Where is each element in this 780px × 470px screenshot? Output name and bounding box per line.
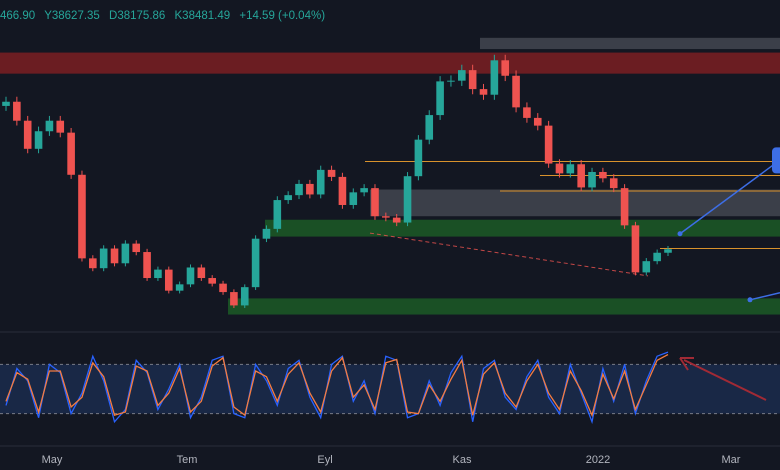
candle-body [154, 269, 162, 279]
ohlc-low: D38175.86 [109, 10, 166, 22]
x-tick-label: 2022 [586, 454, 610, 466]
candle-body [89, 258, 97, 269]
candle-body [306, 183, 314, 195]
candle-body [2, 101, 10, 106]
price-label-tag [772, 147, 780, 174]
candle-body [523, 107, 531, 118]
zone-support [265, 219, 780, 237]
candle-body [360, 188, 368, 193]
candle-body [273, 200, 282, 229]
candle-body [544, 125, 553, 164]
price-zones [0, 37, 780, 315]
candle-body [392, 217, 401, 223]
candlesticks [2, 54, 672, 308]
candle-body [143, 252, 151, 279]
arrow-head [679, 357, 694, 371]
candle-body [164, 269, 173, 291]
candle-body [251, 238, 260, 288]
candle-body [631, 225, 640, 273]
candle-body [67, 132, 75, 175]
candle-body [78, 174, 86, 259]
candle-body [295, 183, 303, 196]
candle-body [664, 249, 672, 253]
candle-body [240, 287, 249, 306]
candle-body [490, 60, 499, 95]
candle-body [588, 171, 596, 188]
candle-body [414, 139, 423, 177]
candle-body [458, 70, 466, 81]
candle-body [403, 176, 412, 223]
candle-body [316, 169, 325, 195]
lower-trendline [749, 292, 780, 301]
ohlc-high: Y38627.35 [44, 10, 100, 22]
candle-body [533, 117, 542, 126]
candle-body [121, 243, 130, 264]
x-tick-label: Tem [177, 454, 198, 466]
candle-body [13, 101, 21, 121]
candle-body [349, 192, 358, 205]
candle-body [34, 131, 43, 149]
candle-body [425, 115, 434, 140]
candle-body [599, 171, 607, 179]
candle-body [132, 243, 141, 253]
zone-support [228, 298, 780, 315]
trendline-anchor [677, 231, 683, 237]
candle-body [284, 195, 292, 201]
stoch-d-line [5, 354, 669, 418]
candle-body [436, 81, 444, 116]
candle-body [479, 89, 488, 95]
ohlc-readout: 466.90 Y38627.35 D38175.86 K38481.49 +14… [0, 10, 331, 22]
zone-neutral [370, 189, 780, 217]
zone-neutral [480, 37, 780, 50]
candle-body [512, 75, 520, 108]
candle-body [110, 248, 119, 264]
projection-trendline [679, 160, 779, 235]
stochastic-pane [0, 331, 780, 425]
candle-body [653, 252, 661, 262]
candle-body [577, 164, 585, 188]
candle-body [197, 267, 206, 279]
candle-body [208, 278, 216, 284]
x-tick-label: Eyl [317, 454, 332, 466]
candle-body [327, 169, 336, 177]
zone-resistance [0, 52, 780, 74]
ohlc-change: +14.59 (+0.04%) [239, 10, 326, 22]
candle-body [371, 188, 379, 217]
candle-body [468, 70, 477, 90]
candle-body [56, 120, 65, 133]
candle-body [555, 163, 564, 174]
candle-body [45, 120, 54, 132]
candle-body [23, 120, 32, 149]
candle-body [219, 283, 227, 293]
annotation-arrow [683, 359, 767, 401]
candle-body [609, 178, 618, 189]
candle-body [501, 60, 510, 76]
x-tick-label: Kas [453, 454, 472, 466]
time-axis: May Tem Eyl Kas 2022 Mar [0, 445, 780, 466]
candle-body [620, 188, 629, 226]
candle-body [642, 261, 651, 273]
stoch-band [0, 364, 780, 414]
candle-body [566, 164, 575, 174]
x-tick-label: Mar [722, 454, 741, 466]
dashed-trendline [369, 232, 649, 277]
stoch-k-line [5, 351, 669, 425]
candle-body [382, 216, 390, 218]
candle-body [338, 176, 347, 205]
candle-body [186, 267, 195, 285]
candle-body [262, 228, 271, 239]
x-tick-label: May [42, 454, 63, 466]
candle-body [230, 292, 238, 306]
drawing-layer[interactable] [369, 147, 780, 303]
ohlc-open: 466.90 [0, 10, 36, 22]
candle-body [447, 80, 455, 82]
candle-body [99, 248, 108, 269]
lower-trendline-anchor [747, 297, 753, 303]
candle-body [175, 284, 184, 291]
ohlc-close: K38481.49 [174, 10, 231, 22]
